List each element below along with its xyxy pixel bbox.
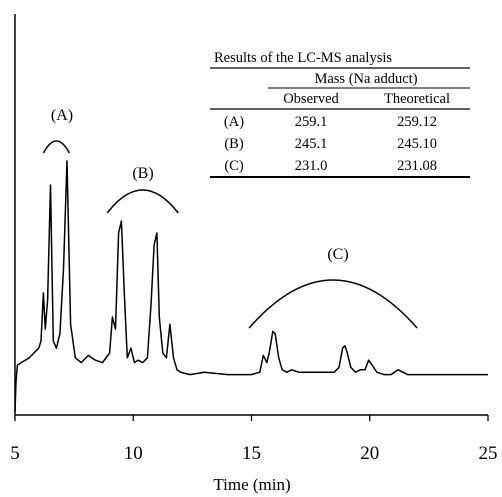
table-row-observed: 231.0	[295, 158, 328, 174]
x-tick-labels: 5 10 15 20 25	[10, 443, 497, 464]
group-label-b: (B)	[132, 165, 153, 182]
x-tick-label: 15	[242, 443, 261, 464]
table-row-label: (B)	[224, 136, 244, 152]
x-tick-label: 20	[360, 443, 379, 464]
group-arc-a	[42, 140, 71, 154]
table-col-observed: Observed	[283, 91, 339, 107]
group-label-c: (C)	[327, 246, 348, 263]
table-col-theoretical: Theoretical	[384, 91, 450, 107]
x-tick-label: 10	[124, 443, 143, 464]
results-table: Results of the LC-MS analysis Mass (Na a…	[210, 50, 470, 178]
table-row-theoretical: 245.10	[397, 136, 437, 152]
group-arc-b	[106, 189, 179, 214]
table-row-theoretical: 231.08	[397, 158, 437, 174]
table-row-theoretical: 259.12	[397, 114, 437, 130]
table-title: Results of the LC-MS analysis	[214, 50, 392, 66]
table-row-label: (C)	[224, 158, 244, 174]
table-row-observed: 259.1	[295, 114, 328, 130]
group-label-a: (A)	[51, 107, 73, 124]
group-arc-c	[248, 279, 418, 329]
table-row-label: (A)	[224, 114, 244, 130]
chromatogram-trace	[14, 160, 488, 413]
table-row-observed: 245.1	[295, 136, 328, 152]
x-ticks	[14, 415, 489, 421]
x-axis-title: Time (min)	[213, 475, 290, 494]
x-tick-label: 5	[10, 443, 20, 464]
x-tick-label: 25	[479, 443, 498, 464]
table-group-header: Mass (Na adduct)	[314, 71, 417, 87]
